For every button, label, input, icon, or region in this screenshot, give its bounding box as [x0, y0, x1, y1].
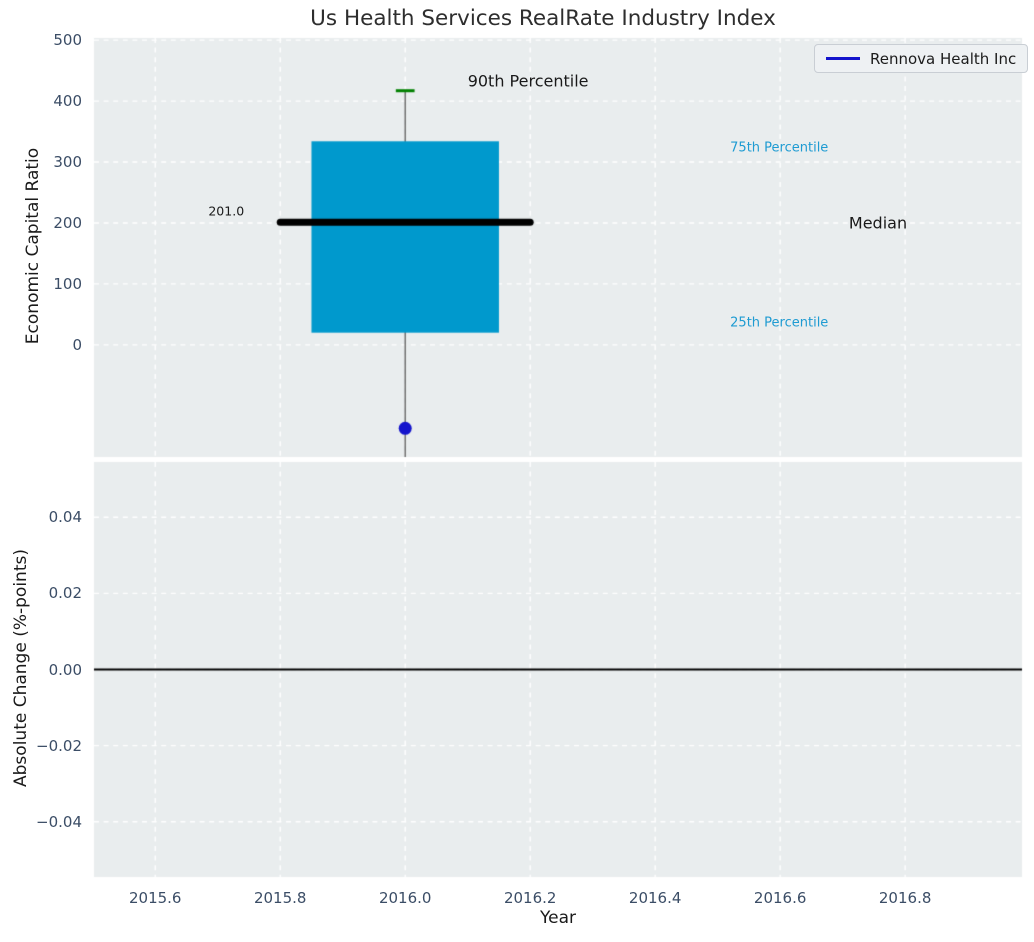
y-tick-label: 100	[53, 274, 82, 293]
x-axis-label: Year	[540, 908, 576, 928]
y-axis-label-absolute-change: Absolute Change (%-points)	[11, 549, 31, 787]
x-tick-label: 2015.8	[253, 889, 307, 907]
legend-line-icon	[826, 57, 860, 60]
y-tick-label: 300	[53, 153, 82, 172]
y-tick-label: 200	[53, 213, 82, 232]
x-tick-label: 2016.2	[503, 889, 557, 907]
x-tick-label: 2016.6	[753, 889, 807, 907]
x-tick-label: 2016.4	[628, 889, 682, 907]
chart-title: Us Health Services RealRate Industry Ind…	[310, 6, 776, 31]
x-tick-label: 2016.0	[378, 889, 432, 907]
annotation-90th-percentile: 90th Percentile	[467, 71, 589, 91]
x-tick-label: 2015.6	[128, 889, 182, 907]
annotation-25th-percentile: 25th Percentile	[730, 315, 829, 331]
annotation-75th-percentile: 75th Percentile	[730, 140, 829, 156]
y-tick-label: 500	[53, 31, 82, 50]
x-tick-label: 2016.8	[878, 889, 932, 907]
y-tick-label: 400	[53, 92, 82, 111]
annotation-median: Median	[848, 213, 908, 233]
y-tick-label: 0.04	[48, 508, 82, 527]
y-tick-label: 0	[72, 335, 82, 354]
y-tick-label: −0.04	[36, 812, 82, 831]
annotation-median-value: 201.0	[208, 203, 245, 219]
y-axis-label-economic-capital-ratio: Economic Capital Ratio	[23, 147, 43, 345]
y-tick-label: 0.02	[48, 584, 82, 603]
y-tick-label: 0.00	[48, 660, 82, 679]
legend: Rennova Health Inc	[814, 44, 1029, 73]
legend-label: Rennova Health Inc	[870, 49, 1017, 68]
y-tick-label: −0.02	[36, 736, 82, 755]
